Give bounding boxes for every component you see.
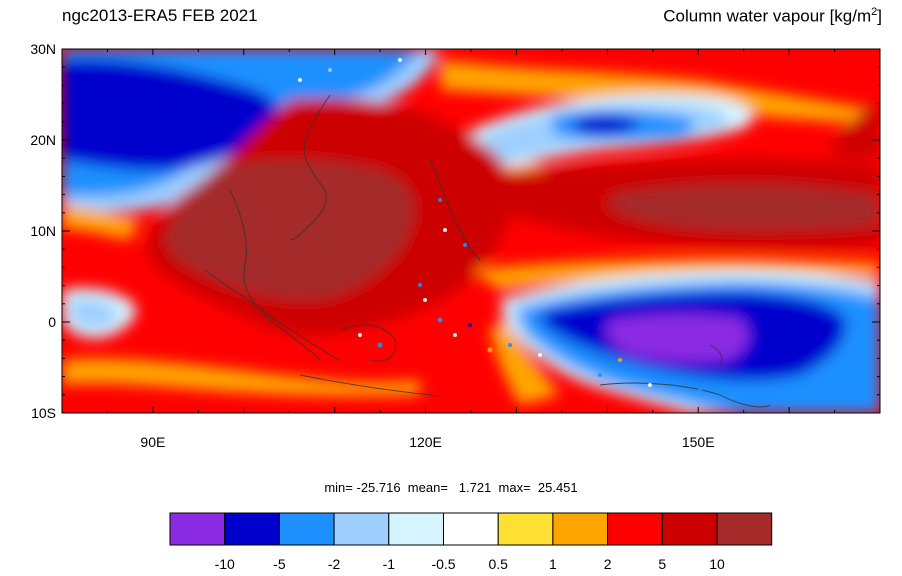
lat-label: 10S <box>31 405 56 421</box>
colorbar-box <box>497 512 554 546</box>
colorbar-box <box>169 512 226 546</box>
lat-labels: 30N 20N 10N 0 10S <box>30 41 56 421</box>
colorbar-box <box>278 512 335 546</box>
colorbar-box <box>388 512 444 546</box>
colorbar-label: -2 <box>328 556 341 572</box>
lon-label: 120E <box>409 434 442 450</box>
colorbar-box <box>716 512 773 546</box>
plot-title-right: Column water vapour [kg/m2] <box>663 6 882 26</box>
lat-label: 30N <box>30 41 56 57</box>
colorbar-box <box>661 512 718 546</box>
colorbar-box <box>224 512 280 546</box>
lon-label: 90E <box>140 434 165 450</box>
colorbar-label: -1 <box>383 556 396 572</box>
colorbar-label: 0.5 <box>488 556 508 572</box>
lat-label: 10N <box>30 223 56 239</box>
colorbar-box <box>333 512 390 546</box>
plot-title-left: ngc2013-ERA5 FEB 2021 <box>62 6 258 25</box>
colorbar-box <box>607 512 663 546</box>
colorbar-label: 5 <box>658 556 666 572</box>
island-speckles <box>298 58 702 392</box>
colorbar-label: -10 <box>215 556 235 572</box>
colorbar-label: 10 <box>709 556 725 572</box>
colorbar-label: -0.5 <box>431 556 455 572</box>
map-ticks <box>61 48 881 414</box>
colorbar-label: 2 <box>604 556 612 572</box>
colorbar-label: 1 <box>549 556 557 572</box>
colorbar-box <box>552 512 609 546</box>
stats-text: min= -25.716 mean= 1.721 max= 25.451 <box>324 480 578 495</box>
lat-label: 0 <box>48 314 56 330</box>
lon-labels: 90E 120E 150E <box>140 434 714 450</box>
field-layer <box>62 49 880 413</box>
colorbar-box <box>443 512 499 546</box>
colorbar-boxes <box>169 512 773 546</box>
water-vapour-map: 30N 20N 10N 0 10S 90E 120E 150E <box>30 41 881 450</box>
colorbar-labels: -10 -5 -2 -1 -0.5 0.5 1 2 5 10 <box>215 556 725 572</box>
colorbar-label: -5 <box>273 556 286 572</box>
lat-label: 20N <box>30 132 56 148</box>
lon-label: 150E <box>682 434 715 450</box>
